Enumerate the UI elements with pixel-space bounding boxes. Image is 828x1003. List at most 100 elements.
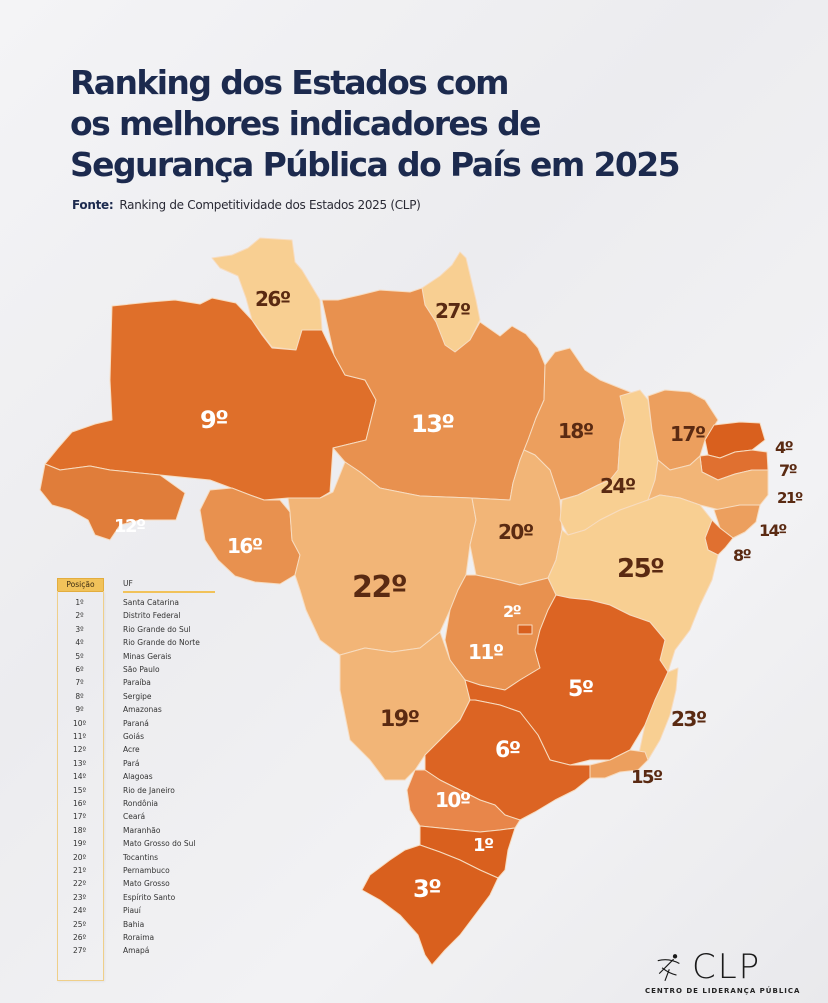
- legend-position: 9º: [75, 705, 84, 715]
- legend-uf-name: Rondônia: [123, 799, 158, 808]
- legend-row: 7º Paraíba: [57, 678, 217, 692]
- page-title: Ranking dos Estados com os melhores indi…: [70, 62, 681, 185]
- legend-position: 18º: [72, 825, 87, 835]
- state-distrito-federal[interactable]: [517, 624, 533, 635]
- rank-label-santa-catarina: 1º: [473, 835, 494, 856]
- rank-label-sergipe: 8º: [733, 546, 752, 565]
- legend-uf-name: Minas Gerais: [123, 651, 172, 661]
- legend-row: 14º Alagoas: [57, 772, 217, 786]
- legend-uf-name: Santa Catarina: [123, 598, 179, 607]
- legend-uf-name: Maranhão: [123, 825, 161, 835]
- legend-position: 10º: [72, 718, 87, 728]
- legend-uf-name: Piauí: [123, 906, 141, 916]
- legend-uf-name: Pernambuco: [123, 866, 170, 875]
- legend-position-column: [57, 591, 104, 981]
- state-sao-paulo[interactable]: [424, 699, 591, 821]
- legend-row: 23º Espírito Santo: [57, 893, 217, 907]
- rank-label-piaui: 24º: [600, 474, 636, 498]
- legend-position: 24º: [72, 906, 87, 916]
- legend-uf-name: Mato Grosso do Sul: [123, 839, 196, 849]
- legend-row: 11º Goiás: [57, 732, 217, 746]
- rank-label-paraiba: 7º: [779, 461, 798, 480]
- rank-label-amazonas: 9º: [200, 406, 228, 434]
- legend-uf-name: Paraná: [123, 718, 149, 728]
- state-ceara[interactable]: [647, 389, 719, 471]
- legend-row: 18º Maranhão: [57, 826, 217, 840]
- legend-row: 26º Roraima: [57, 933, 217, 947]
- rank-label-acre: 12º: [114, 516, 146, 537]
- legend-position: 25º: [72, 919, 87, 929]
- state-rio-grande-do-sul[interactable]: [361, 844, 499, 966]
- rank-label-pernambuco: 21º: [777, 489, 803, 507]
- clp-wordmark: CLP: [692, 947, 762, 987]
- legend-row: 8º Sergipe: [57, 692, 217, 706]
- legend-position: 17º: [72, 812, 87, 822]
- legend-row: 9º Amazonas: [57, 705, 217, 719]
- legend-uf-name: Pará: [123, 758, 140, 768]
- legend-row: 10º Paraná: [57, 719, 217, 733]
- state-acre[interactable]: [39, 463, 186, 541]
- legend-position: 20º: [72, 852, 87, 862]
- legend-uf-name: Distrito Federal: [123, 611, 181, 621]
- legend-position: 5º: [75, 651, 84, 661]
- legend-position: 3º: [75, 624, 84, 634]
- legend-position: 4º: [75, 638, 84, 648]
- legend-uf-name: Bahia: [123, 919, 145, 929]
- legend-position: 22º: [72, 879, 87, 889]
- legend-row: 24º Piauí: [57, 906, 217, 920]
- legend-uf-name: Acre: [123, 745, 140, 755]
- rank-label-rio-de-janeiro: 15º: [631, 767, 663, 788]
- source-text: Ranking de Competitividade dos Estados 2…: [119, 198, 421, 212]
- legend-position: 16º: [72, 799, 87, 808]
- rank-label-tocantins: 20º: [498, 520, 534, 544]
- legend-uf-name: Rio de Janeiro: [123, 785, 175, 795]
- legend-position: 19º: [72, 839, 87, 849]
- legend-uf-name: Amazonas: [123, 705, 162, 715]
- legend-position: 15º: [72, 785, 87, 795]
- state-mato-grosso[interactable]: [287, 461, 477, 656]
- title-line-1: Ranking dos Estados com: [70, 63, 510, 102]
- legend-uf-name: Ceará: [123, 812, 146, 822]
- legend-uf-name: Rio Grande do Norte: [123, 638, 200, 648]
- rank-label-maranhao: 18º: [558, 419, 594, 443]
- source-label: Fonte:: [72, 198, 114, 212]
- legend-uf-name: Mato Grosso: [123, 879, 170, 889]
- legend-row: 17º Ceará: [57, 812, 217, 826]
- rank-label-minas-gerais: 5º: [568, 677, 594, 702]
- legend-uf-name: Tocantins: [123, 852, 159, 862]
- legend-position: 12º: [72, 745, 87, 755]
- rank-label-espirito-santo: 23º: [671, 707, 707, 731]
- legend-row: 21º Pernambuco: [57, 866, 217, 880]
- legend-uf-name: Sergipe: [123, 691, 152, 701]
- legend-row: 4º Rio Grande do Norte: [57, 638, 217, 652]
- legend-position: 6º: [75, 665, 84, 674]
- legend-position: 26º: [72, 933, 87, 942]
- rank-label-amapa: 27º: [435, 299, 471, 323]
- legend-row: 6º São Paulo: [57, 665, 217, 679]
- legend-row: 27º Amapá: [57, 946, 217, 960]
- legend-uf-name: Alagoas: [123, 772, 153, 782]
- legend-uf-name: Goiás: [123, 732, 144, 741]
- legend-position: 2º: [75, 611, 84, 621]
- rank-label-bahia: 25º: [617, 554, 664, 584]
- legend-row: 19º Mato Grosso do Sul: [57, 839, 217, 853]
- rank-label-distrito-federal: 2º: [503, 602, 522, 621]
- legend-row: 12º Acre: [57, 745, 217, 759]
- legend-uf-header: UF: [123, 579, 133, 588]
- legend-uf-name: Roraima: [123, 933, 155, 942]
- state-espirito-santo[interactable]: [637, 667, 679, 761]
- legend-row: 2º Distrito Federal: [57, 611, 217, 625]
- rank-label-alagoas: 14º: [759, 521, 787, 540]
- legend-position: 8º: [75, 691, 84, 701]
- title-line-2: os melhores indicadores de: [70, 104, 541, 143]
- legend-position: 21º: [72, 866, 87, 875]
- clp-subtitle: CENTRO DE LIDERANÇA PÚBLICA: [645, 987, 801, 995]
- rank-label-sao-paulo: 6º: [495, 738, 521, 763]
- title-line-3: Segurança Pública do País em 2025: [70, 145, 681, 184]
- clp-logo-icon: [657, 954, 680, 982]
- rank-label-parana: 10º: [435, 788, 471, 812]
- legend-uf-name: Amapá: [123, 946, 150, 956]
- legend-header-rule: [123, 591, 215, 593]
- legend-row: 13º Pará: [57, 759, 217, 773]
